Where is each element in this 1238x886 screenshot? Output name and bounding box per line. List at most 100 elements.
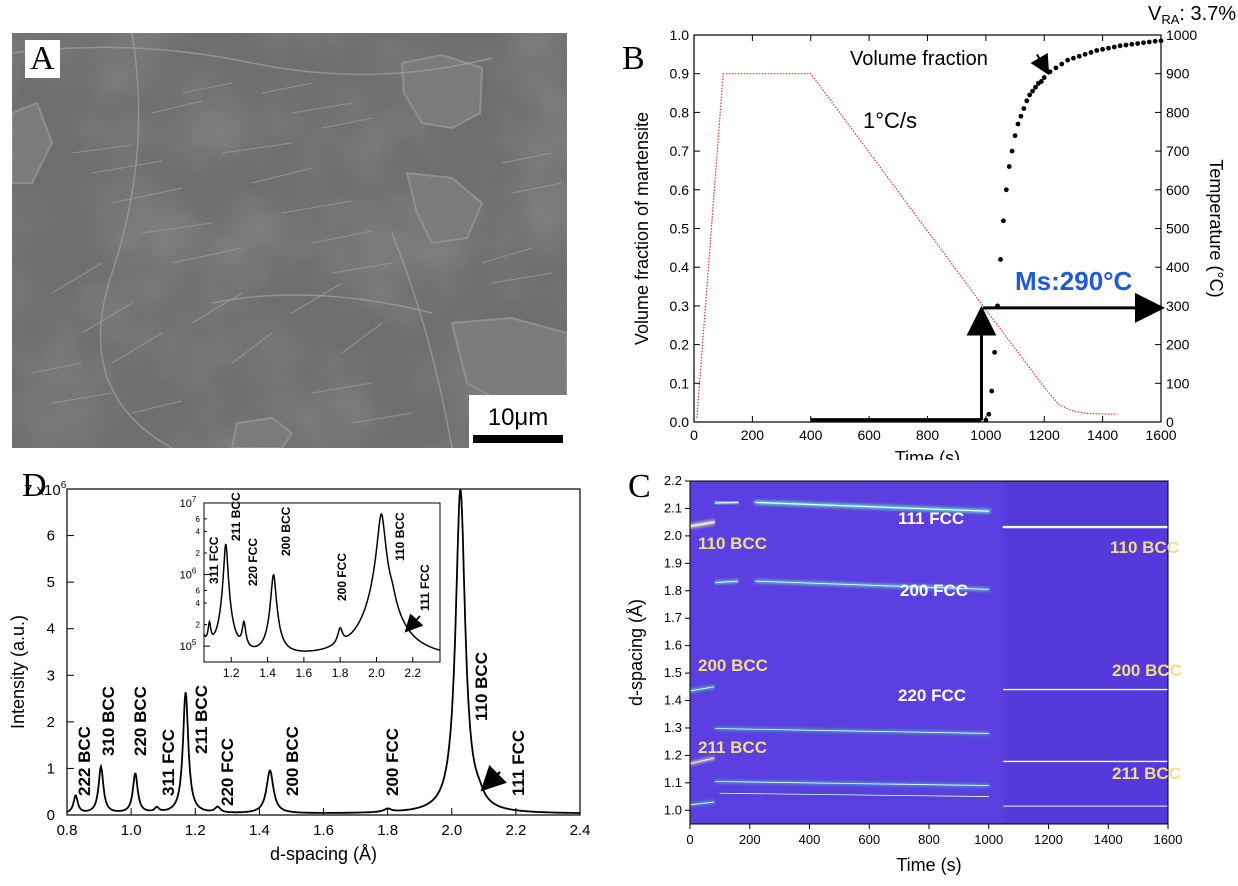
y-tick-label: 2.0: [664, 528, 682, 543]
bcc-peak-label: 200 BCC: [1112, 661, 1182, 680]
y-tick-label: 0.3: [670, 298, 690, 314]
x-tick-label: 2.0: [441, 822, 462, 839]
y-tick-label: 1.3: [664, 720, 682, 735]
bcc-peak-label: 211 BCC: [1112, 764, 1181, 783]
volume-fraction-point: [1088, 50, 1094, 55]
y-tick-label: 0.1: [670, 375, 690, 391]
chart-d-spectrum: [66, 489, 580, 814]
volume-fraction-point: [983, 417, 989, 423]
x-tick-label: 1.8: [377, 822, 398, 839]
y-tick-label: 1.1: [664, 775, 682, 790]
inset-peak-label: 111 FCC: [418, 564, 432, 611]
y2-tick-label: 500: [1166, 221, 1190, 237]
volume-fraction-point: [1076, 53, 1082, 59]
y2-tick-label: 100: [1166, 375, 1190, 391]
x-tick-label: 1.2: [185, 822, 206, 839]
peak-label: 310 BCC: [99, 686, 118, 756]
y-tick-label: 0.9: [670, 66, 690, 82]
x-tick-label: 200: [741, 427, 765, 443]
y2-tick-label: 900: [1166, 66, 1190, 82]
x-tick-label: 2.4: [570, 822, 591, 839]
x-axis-label: d-spacing (Å): [270, 844, 377, 864]
inset-y-tick-label: 105: [180, 638, 197, 653]
inset-y-minor-label: 6: [196, 515, 201, 524]
fcc-111-streak-core: [714, 501, 739, 504]
y-axis-label: d-spacing (Å): [626, 599, 646, 706]
inset-x-tick-label: 2.0: [368, 666, 385, 680]
bcc-peak-label: 110 BCC: [1110, 538, 1179, 557]
panel-letter-b: B: [622, 40, 645, 77]
inset-y-minor-label: 4: [196, 599, 201, 608]
vra-label: VRA: 3.7%: [1148, 3, 1236, 27]
y2-tick-label: 1000: [1166, 27, 1197, 43]
y2-tick-label: 600: [1166, 182, 1190, 198]
chart-d: 0.8 1.0 1.2 1.4 1.6 1.8 2.0 2.2 2.4 0 1 2 3 4 5 6 7 x106…: [8, 480, 591, 864]
fcc-peak-label: 111 FCC: [898, 509, 964, 528]
bcc-peak-label: 110 BCC: [698, 534, 767, 553]
volume-fraction-point: [1106, 45, 1111, 51]
scale-bar: 10μm: [469, 395, 567, 448]
peak-label: 111 FCC: [509, 730, 528, 796]
volume-fraction-arrow: [1030, 52, 1050, 76]
inset-y-minor-label: 2: [196, 549, 201, 558]
volume-fraction-point: [1117, 43, 1123, 49]
chart-b: 0 200 400 600 800 1000 1200 1400 16000.00.10.20.…: [632, 3, 1236, 460]
y-tick-label: 1.8: [664, 583, 682, 598]
cooling-rate-label: 1°C/s: [863, 108, 917, 133]
chart-d-inset: 1.2 1.4 1.6 1.8 2.0 2.2 105 106 107 2 4 6 2 4 6 311 FCC…: [180, 492, 441, 680]
x-tick-label: 1.4: [249, 822, 270, 839]
volume-fraction-point: [1123, 42, 1129, 48]
inset-frame: [203, 502, 441, 663]
volume-fraction-point: [1012, 133, 1018, 139]
x-tick-label: 400: [799, 427, 823, 443]
volume-fraction-point: [1111, 44, 1117, 50]
peak-label: 311 FCC: [159, 729, 178, 796]
fcc-111-streak-main-core: [755, 501, 990, 512]
x-tick-label: 1600: [1145, 427, 1176, 443]
heatmap-bcc-region: [1003, 481, 1168, 824]
y-tick-label: 1.0: [664, 802, 682, 817]
y-axis-label: Volume fraction of martensite: [632, 112, 652, 345]
y-top-label: 7 x106: [24, 480, 67, 499]
x-tick-label: 1600: [1154, 832, 1183, 847]
bcc-peak-label: 200 BCC: [698, 656, 768, 675]
volume-fraction-point: [1009, 148, 1015, 154]
x-axis-label: Time (s): [895, 448, 960, 460]
volume-fraction-point: [1047, 69, 1053, 75]
inset-y-minor-label: 6: [196, 586, 201, 595]
volume-fraction-point: [986, 411, 992, 417]
y2-tick-label: 800: [1166, 104, 1190, 120]
volume-fraction-point: [1094, 48, 1100, 53]
x-tick-label: 1.0: [121, 822, 142, 839]
volume-fraction-point: [1065, 57, 1070, 63]
y-tick-label: 2.2: [664, 473, 682, 488]
y2-tick-label: 300: [1166, 298, 1190, 314]
fcc-200-streak-main-core: [755, 580, 990, 590]
volume-fraction-point: [1024, 98, 1030, 104]
x-tick-label: 1000: [970, 427, 1001, 443]
x-tick-label: 600: [858, 832, 880, 847]
volume-fraction-label: Volume fraction: [850, 48, 988, 70]
x-tick-label: 600: [857, 427, 881, 443]
inset-x-tick-label: 1.2: [223, 666, 240, 680]
y-tick-label: 1.5: [664, 665, 682, 680]
fcc-220-streak-core: [714, 728, 990, 734]
y-tick-label: 0.0: [670, 414, 690, 430]
y2-tick-label: 0: [1166, 414, 1174, 430]
volume-fraction-point: [1015, 121, 1021, 127]
inset-peak-label: 200 BCC: [279, 506, 293, 556]
volume-fraction-point: [1030, 88, 1035, 94]
x-tick-label: 0: [686, 832, 693, 847]
spectrum-line: [66, 489, 580, 814]
x-tick-label: 0: [690, 427, 698, 443]
inset-y-minor-label: 2: [196, 621, 201, 630]
scale-bar-label: 10μm: [488, 404, 549, 431]
y-tick-label: 4: [47, 621, 55, 638]
inset-peak-label: 311 FCC: [207, 536, 221, 584]
y-tick-label: 1.2: [664, 747, 682, 762]
inset-fcc-arrow: [404, 613, 424, 633]
volume-fraction-point: [1027, 92, 1033, 98]
inset-x-tick-label: 1.4: [259, 666, 276, 680]
y2-tick-label: 700: [1166, 143, 1190, 159]
panel-letter-c: C: [628, 468, 651, 505]
